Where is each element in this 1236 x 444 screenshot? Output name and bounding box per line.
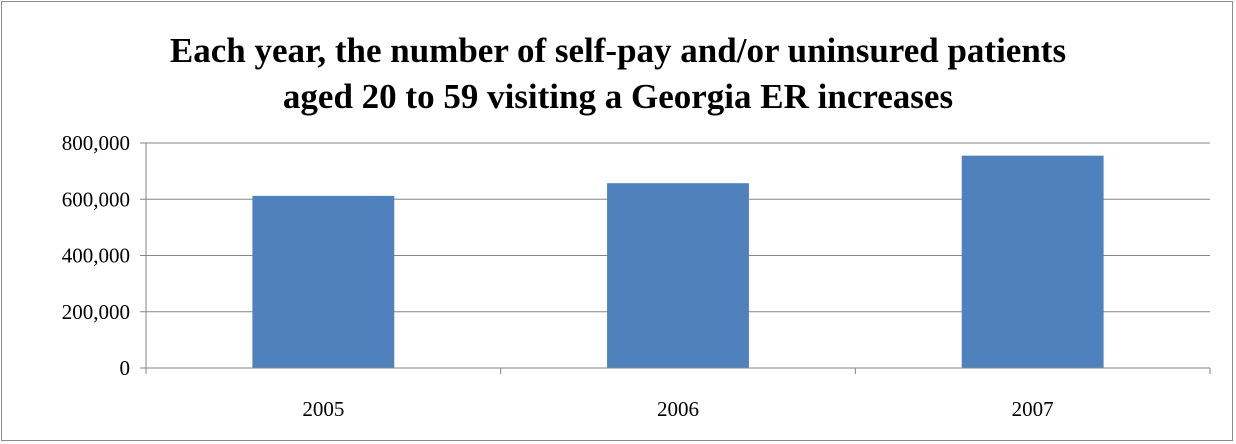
chart-title-line-2: aged 20 to 59 visiting a Georgia ER incr… [282, 77, 954, 116]
y-tick-label: 200,000 [62, 300, 130, 324]
y-tick-label: 800,000 [62, 131, 130, 155]
y-tick-label: 0 [120, 356, 131, 380]
axes [140, 142, 1211, 374]
chart-title: Each year, the number of self-pay and/or… [0, 28, 1236, 120]
bar-2006 [607, 183, 749, 368]
y-tick-labels: 0 200,000 400,000 600,000 800,000 [62, 131, 130, 380]
y-tick-label: 400,000 [62, 244, 130, 268]
bar-2005 [252, 195, 395, 368]
chart-title-line-1: Each year, the number of self-pay and/or… [169, 31, 1067, 70]
y-tick-label: 600,000 [62, 187, 130, 211]
x-tick-labels: 2005 2006 2007 [302, 397, 1053, 421]
x-tick-label: 2005 [302, 397, 344, 421]
bar-2007 [961, 155, 1104, 368]
x-tick-label: 2006 [657, 397, 699, 421]
bars [252, 155, 1104, 368]
x-tick-label: 2007 [1012, 397, 1054, 421]
